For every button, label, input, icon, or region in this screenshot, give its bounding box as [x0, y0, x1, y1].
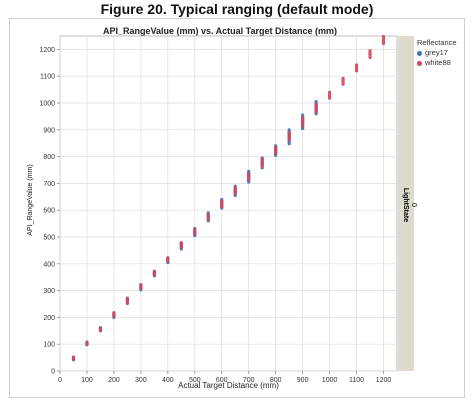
legend-item-white88: white88 [417, 58, 451, 67]
plot-title: API_RangeValue (mm) vs. Actual Target Di… [102, 26, 338, 36]
legend-item-grey17: grey17 [417, 48, 448, 57]
x-tick-label: 500 [189, 377, 201, 384]
plot-area [59, 35, 398, 372]
x-tick-label: 400 [162, 377, 174, 384]
legend-label: white88 [425, 58, 451, 67]
x-tick-label: 0 [58, 377, 62, 384]
chart-frame [9, 18, 465, 398]
y-tick-label: 1200 [39, 47, 55, 54]
y-tick-label: 500 [43, 235, 55, 242]
y-tick-label: 100 [43, 342, 55, 349]
y-tick-label: 800 [43, 154, 55, 161]
y-tick-label: 0 [51, 369, 55, 376]
y-tick-label: 700 [43, 181, 55, 188]
x-tick-label: 900 [297, 377, 309, 384]
x-tick-label: 300 [135, 377, 147, 384]
x-tick-label: 700 [243, 377, 255, 384]
facet-strip-label: LightState [402, 188, 409, 222]
x-tick-label: 1000 [322, 377, 338, 384]
x-tick-label: 200 [108, 377, 120, 384]
y-tick-label: 1100 [40, 74, 55, 81]
x-axis-label: Actual Target Distance (mm) [178, 381, 279, 390]
x-tick-label: 100 [81, 377, 93, 384]
y-tick-label: 200 [43, 315, 55, 322]
facet-strip [398, 36, 414, 371]
y-tick-label: 400 [43, 261, 55, 268]
axes: 0 100 200 300 400 500 600 700 800 900 1000 1100 1200… [39, 47, 391, 384]
facet-strip-value: 0 [410, 203, 417, 207]
y-axis-label: API_RangeValue (mm) [27, 164, 34, 235]
legend-label: grey17 [425, 48, 448, 57]
x-tick-label: 1100 [349, 377, 364, 384]
legend-title: Reflectance [417, 38, 457, 47]
x-tick-label: 800 [270, 377, 282, 384]
x-tick-label: 1200 [376, 377, 392, 384]
y-tick-label: 900 [43, 127, 55, 134]
data-points [71, 34, 386, 362]
y-tick-label: 1000 [39, 101, 55, 108]
legend-marker-grey17 [417, 50, 422, 56]
x-tick-label: 600 [216, 377, 228, 384]
legend-marker-white88 [417, 60, 422, 66]
y-tick-label: 300 [43, 288, 55, 295]
y-tick-label: 600 [43, 208, 55, 215]
figure-title: Figure 20. Typical ranging (default mode… [100, 1, 374, 17]
